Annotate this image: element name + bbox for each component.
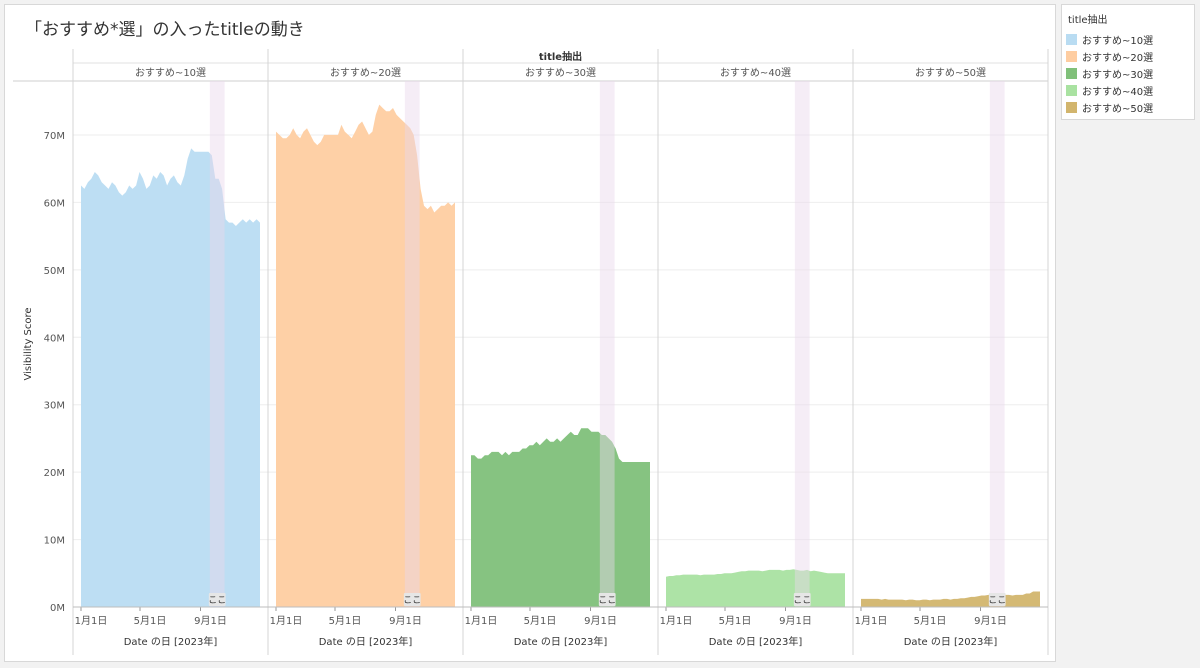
x-tick-label: 9月1日 xyxy=(194,615,227,627)
x-tick-label: 1月1日 xyxy=(465,615,498,627)
y-tick-label: 50M xyxy=(44,266,65,277)
y-axis-label: Visibility Score xyxy=(23,307,34,380)
chart-panel: 「おすすめ*選」の入ったtitleの動き title抽出 0M 10M 20M 30M 4… xyxy=(4,4,1056,662)
area-series xyxy=(276,104,455,607)
x-tick-label: 9月1日 xyxy=(779,615,812,627)
highlight-label: ここ xyxy=(598,596,616,606)
x-axis-label: Date の日 [2023年] xyxy=(514,635,608,648)
x-tick-label: 1月1日 xyxy=(855,615,888,627)
y-tick-label: 60M xyxy=(44,198,65,209)
legend-swatch xyxy=(1066,102,1077,113)
panel-header-label: おすすめ~40選 xyxy=(720,66,791,79)
highlight-band xyxy=(599,81,615,607)
legend-item[interactable]: おすすめ~20選 xyxy=(1066,49,1192,65)
area-series xyxy=(666,569,845,607)
highlight-label: ここ xyxy=(793,596,811,606)
highlight-label-bg xyxy=(793,593,811,606)
x-tick-label: 5月1日 xyxy=(134,615,167,627)
y-tick-label: 30M xyxy=(44,401,65,412)
highlight-band xyxy=(794,81,810,607)
x-tick-label: 5月1日 xyxy=(914,615,947,627)
legend-item[interactable]: おすすめ~40選 xyxy=(1066,83,1192,99)
highlight-band xyxy=(989,81,1005,607)
x-axis-label: Date の日 [2023年] xyxy=(904,635,998,648)
area-series xyxy=(471,428,650,607)
panel-header-label: おすすめ~10選 xyxy=(135,66,206,79)
highlight-label-bg xyxy=(403,593,421,606)
legend-swatch xyxy=(1066,51,1077,62)
highlight-band xyxy=(404,81,420,607)
y-tick-label: 40M xyxy=(44,333,65,344)
legend-title: title抽出 xyxy=(1068,15,1108,26)
legend-label: おすすめ~40選 xyxy=(1082,87,1154,98)
x-axis-label: Date の日 [2023年] xyxy=(124,635,218,648)
legend-label: おすすめ~10選 xyxy=(1082,36,1154,47)
x-tick-label: 9月1日 xyxy=(974,615,1007,627)
y-tick-label: 20M xyxy=(44,468,65,479)
x-tick-label: 5月1日 xyxy=(719,615,752,627)
y-tick-label: 70M xyxy=(44,131,65,142)
legend-item[interactable]: おすすめ~50選 xyxy=(1066,100,1192,116)
x-tick-label: 9月1日 xyxy=(584,615,617,627)
legend-swatch xyxy=(1066,68,1077,79)
legend-label: おすすめ~30選 xyxy=(1082,70,1154,81)
highlight-label: ここ xyxy=(403,596,421,606)
page-title: 「おすすめ*選」の入ったtitleの動き xyxy=(25,20,305,40)
y-tick-label: 10M xyxy=(44,536,65,547)
legend-item[interactable]: おすすめ~10選 xyxy=(1066,32,1192,48)
panel-header-label: おすすめ~30選 xyxy=(525,66,596,79)
legend-swatch xyxy=(1066,85,1077,96)
highlight-label-bg xyxy=(598,593,616,606)
column-header: title抽出 xyxy=(539,50,582,63)
x-tick-label: 5月1日 xyxy=(524,615,557,627)
highlight-label-bg xyxy=(208,593,226,606)
highlight-label-bg xyxy=(988,593,1006,606)
highlight-label: ここ xyxy=(208,596,226,606)
x-tick-label: 9月1日 xyxy=(389,615,422,627)
panel-header-label: おすすめ~20選 xyxy=(330,66,401,79)
x-tick-label: 5月1日 xyxy=(329,615,362,627)
legend-swatch xyxy=(1066,34,1077,45)
panel-header-label: おすすめ~50選 xyxy=(915,66,986,79)
x-tick-label: 1月1日 xyxy=(660,615,693,627)
x-axis-label: Date の日 [2023年] xyxy=(709,635,803,648)
legend-label: おすすめ~50選 xyxy=(1082,104,1154,115)
highlight-label: ここ xyxy=(988,596,1006,606)
x-tick-label: 1月1日 xyxy=(75,615,108,627)
area-series xyxy=(861,591,1040,607)
x-tick-label: 1月1日 xyxy=(270,615,303,627)
x-axis-label: Date の日 [2023年] xyxy=(319,635,413,648)
area-series xyxy=(81,148,260,607)
chart-canvas: title抽出 0M 10M 20M 30M 40M 50M 60M 70M Visibility… xyxy=(13,49,1049,655)
legend: title抽出 おすすめ~10選 おすすめ~20選 おすすめ~30選 おすすめ~… xyxy=(1061,4,1195,120)
y-tick-label: 0M xyxy=(50,603,65,614)
legend-label: おすすめ~20選 xyxy=(1082,53,1154,64)
highlight-band xyxy=(209,81,225,607)
legend-item[interactable]: おすすめ~30選 xyxy=(1066,66,1192,82)
